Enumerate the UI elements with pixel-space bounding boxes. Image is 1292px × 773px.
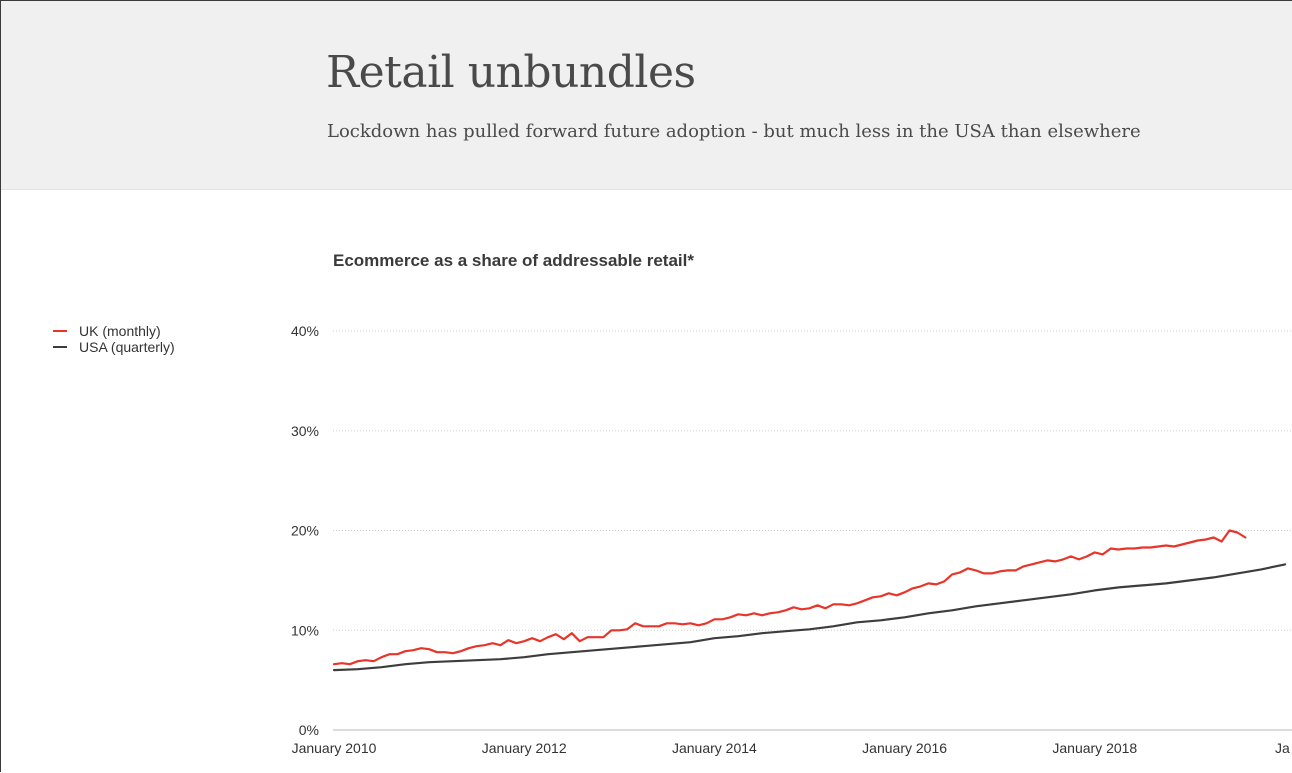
series-line-uk [332,529,1247,666]
legend-label-usa: USA (quarterly) [79,339,175,355]
legend-swatch-uk [53,330,67,332]
y-tick-label: 40% [291,323,319,339]
chart-title: Ecommerce as a share of addressable reta… [333,251,694,270]
y-tick-label: 20% [291,523,319,539]
x-tick-label: January 2012 [482,740,567,756]
x-tick-label: January 2014 [672,740,757,756]
legend-item-usa[interactable]: USA (quarterly) [53,339,175,355]
header-band: Retail unbundles Lockdown has pulled for… [1,1,1292,190]
series-line-usa [332,563,1287,672]
y-tick-label: 30% [291,423,319,439]
x-tick-label: January 2016 [862,740,947,756]
legend-item-uk[interactable]: UK (monthly) [53,323,175,339]
y-tick-label: 10% [291,622,319,638]
legend-swatch-usa [53,346,67,348]
x-tick-label: January 2018 [1052,740,1137,756]
x-tick-label: Ja [1275,740,1290,756]
chart-legend: UK (monthly) USA (quarterly) [53,323,175,355]
y-tick-label: 0% [299,722,319,738]
x-tick-label: January 2010 [292,740,377,756]
legend-label-uk: UK (monthly) [79,323,161,339]
page-title: Retail unbundles [326,47,696,98]
page-subtitle: Lockdown has pulled forward future adopt… [327,121,1141,142]
